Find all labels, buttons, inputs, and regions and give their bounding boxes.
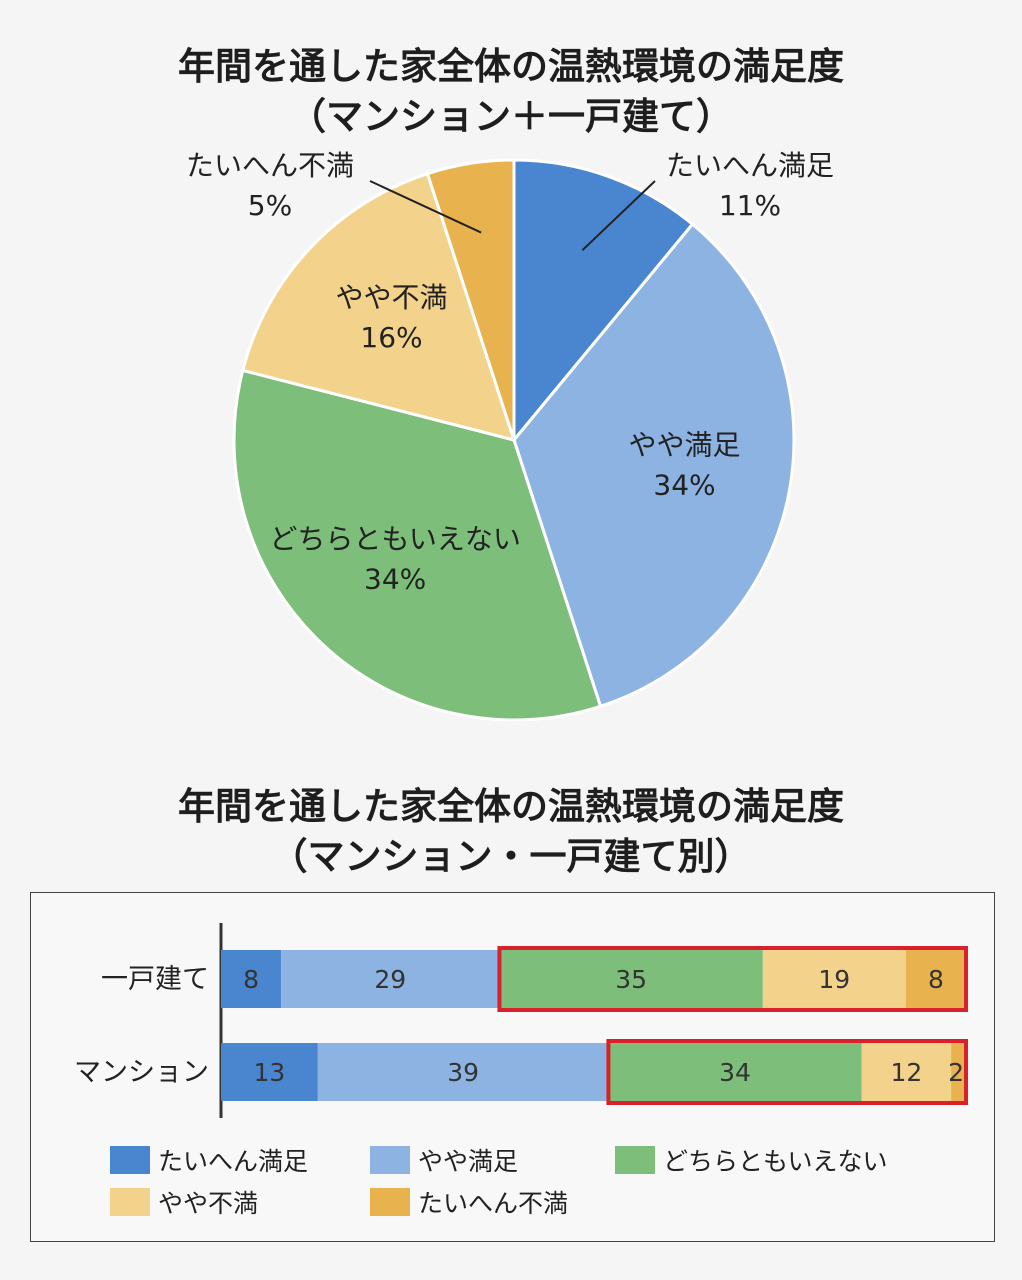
category-label: 一戸建て [101,964,209,995]
bar-segment [221,950,282,1008]
bar-chart-title: 年間を通した家全体の温熱環境の満足度 （マンション・一戸建て別） [0,782,1022,882]
pie-title-line1: 年間を通した家全体の温熱環境の満足度 [178,45,844,88]
pie-slice-label: たいへん満足 [666,149,834,182]
pie-slice [512,158,695,445]
pie-slice [425,158,516,441]
bar-segment [608,1043,862,1101]
bar-value-label: 8 [243,965,259,994]
legend-swatch [615,1146,655,1174]
stacked-bar-chart: 一戸建て 8 29 35 19 8 マンション 13 39 34 12 2 [74,923,969,1118]
legend-item-somewhat-dissatisfied: やや不満 [110,1182,258,1222]
bar-value-label: 12 [890,1058,922,1087]
pie-chart-title: 年間を通した家全体の温熱環境の満足度 （マンション＋一戸建て） [0,42,1022,142]
bar-title-line1: 年間を通した家全体の温熱環境の満足度 [178,785,844,828]
pie-chart: たいへん満足 11% やや満足 34% どちらともいえない 34% やや不満 16% たいへん不… [186,149,834,722]
pie-slice-value: 5% [248,189,292,222]
pie-slice [232,368,603,722]
pie-slice-value: 34% [653,469,715,502]
bar-segment [317,1043,609,1101]
bar-segment [951,1043,966,1101]
legend-item-very-dissatisfied: たいへん不満 [370,1182,568,1222]
pie-slice-value: 34% [364,563,426,596]
bar-value-label: 13 [254,1058,286,1087]
bar-value-label: 39 [447,1058,479,1087]
bar-value-label: 35 [615,965,647,994]
legend-swatch [110,1188,150,1216]
pie-slice [240,171,517,443]
bar-segment [861,1043,952,1101]
pie-slice-label: やや満足 [629,429,741,462]
highlight-box [497,946,968,1012]
pie-slice-value: 16% [360,321,422,354]
bar-chart-frame: 一戸建て 8 29 35 19 8 マンション 13 39 34 12 2 [30,892,995,1242]
legend-label: やや満足 [418,1147,519,1176]
legend-swatch [110,1146,150,1174]
bar-value-label: 8 [928,965,944,994]
legend-item-very-satisfied: たいへん満足 [110,1140,308,1180]
pie-title-line2: （マンション＋一戸建て） [289,95,733,138]
bar-value-label: 19 [818,965,850,994]
bar-segment [281,950,500,1008]
pie-leader-line [581,180,656,252]
bar-value-label: 34 [719,1058,751,1087]
pie-slice-label: どちらともいえない [269,523,520,556]
pie-slice-value: 11% [719,189,781,222]
highlight-box [606,1039,969,1105]
legend-label: たいへん不満 [418,1189,569,1218]
pie-slice-label: やや不満 [336,281,448,314]
bar-title-line2: （マンション・一戸建て別） [270,835,752,878]
bar-segment [905,950,966,1008]
category-label: マンション [74,1057,209,1088]
bar-value-label: 2 [948,1058,964,1087]
legend-label: どちらともいえない [663,1147,888,1176]
bar-segment [221,1043,318,1101]
bar-legend: たいへん満足 やや満足 どちらともいえない やや不満 たいへん不満 [80,1140,980,1240]
pie-slice-label: たいへん不満 [186,149,354,182]
legend-label: やや不満 [158,1189,259,1218]
legend-swatch [370,1146,410,1174]
legend-item-somewhat-satisfied: やや満足 [370,1140,518,1180]
bar-segment [762,950,906,1008]
legend-label: たいへん満足 [158,1147,309,1176]
bar-value-label: 29 [374,965,406,994]
pie-leader-line [369,180,482,234]
bar-segment [499,950,763,1008]
pie-slice [512,222,796,709]
legend-swatch [370,1188,410,1216]
legend-item-neutral: どちらともいえない [615,1140,888,1180]
